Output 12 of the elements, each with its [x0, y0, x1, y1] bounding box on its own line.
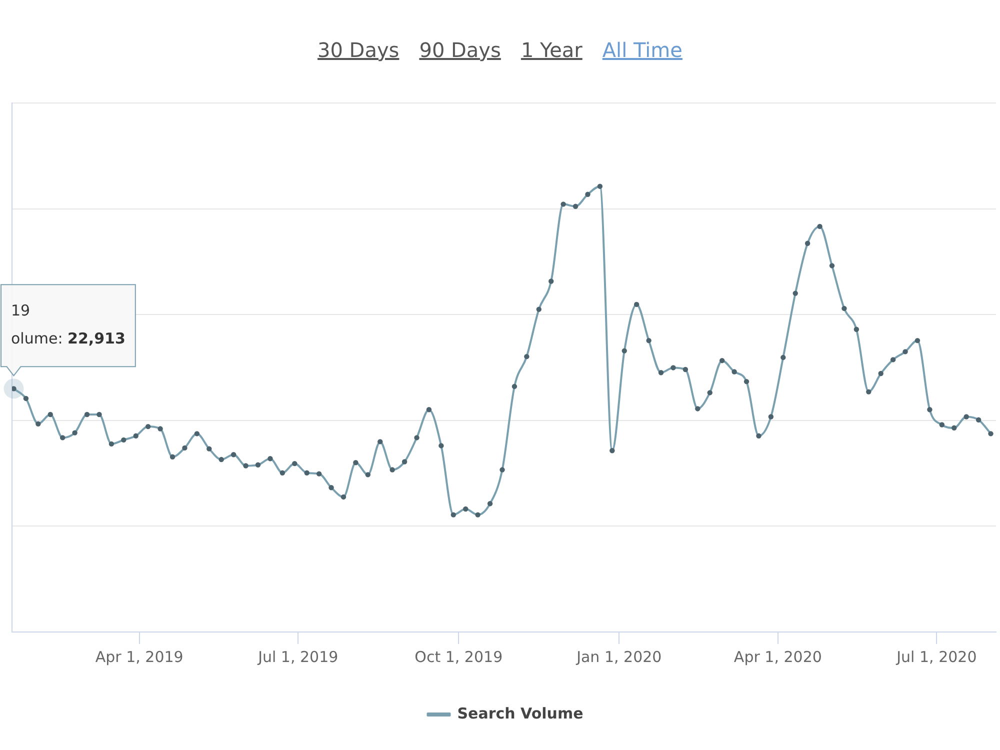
x-tick-label: Oct 1, 2019 — [414, 648, 503, 666]
annotation: 19 olume: 22,913 — [11, 302, 126, 348]
x-tick-label: Jul 1, 2019 — [257, 648, 338, 666]
x-tick-label: Apr 1, 2020 — [734, 648, 822, 666]
text: 1 Year — [520, 37, 582, 64]
text: All Time — [602, 37, 682, 64]
x-tick-label: Jan 1, 2020 — [576, 648, 662, 666]
legend-label: Search Volume — [457, 704, 584, 722]
text: 30 Days — [318, 37, 400, 64]
text: 90 Days — [419, 37, 501, 64]
x-tick-label: Jul 1, 2020 — [896, 648, 977, 666]
x-tick-label: Apr 1, 2019 — [95, 648, 184, 666]
